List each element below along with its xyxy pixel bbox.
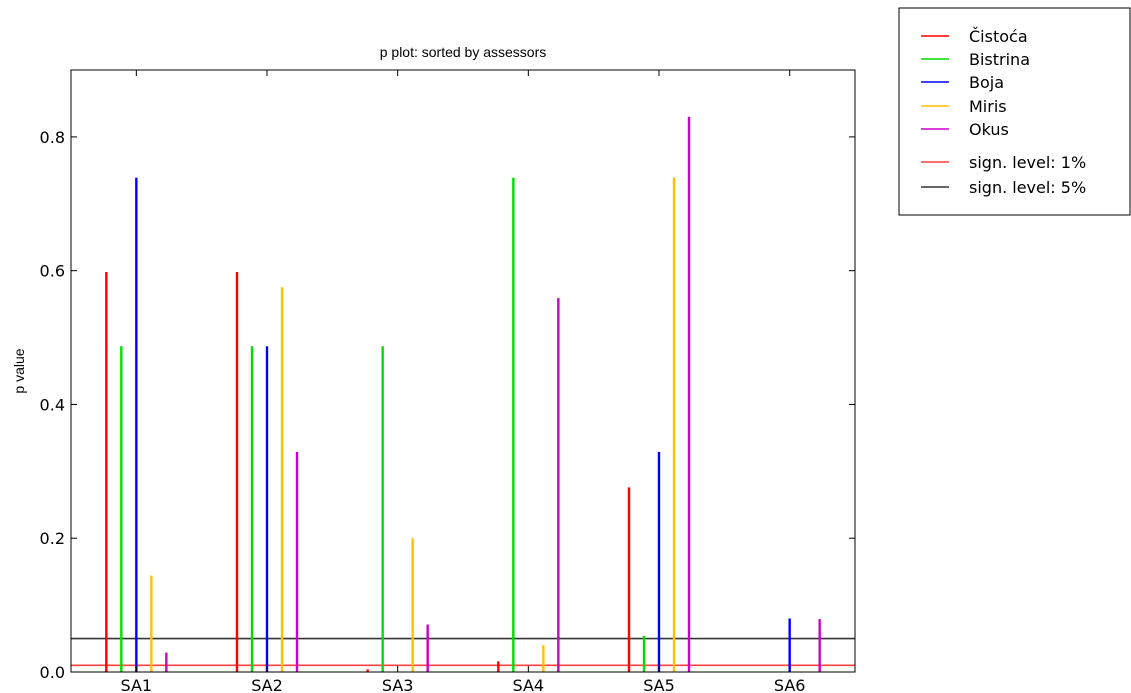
chart-title: p plot: sorted by assessors bbox=[380, 44, 547, 60]
y-axis-label: p value bbox=[11, 348, 27, 393]
legend-box bbox=[898, 7, 1131, 216]
y-tick-label: 0.0 bbox=[40, 663, 65, 682]
legend-label-4: Miris bbox=[969, 97, 1007, 116]
bar-sa5-series-5 bbox=[687, 116, 691, 673]
bar-sa2-series-2 bbox=[250, 346, 254, 672]
x-axis-ticks: SA1 SA2 SA3 SA4 SA5 SA6 bbox=[121, 70, 806, 693]
bar-sa3-series-4 bbox=[411, 538, 414, 672]
bar-sa5-series-4 bbox=[672, 177, 676, 673]
x-tick-label: SA2 bbox=[251, 676, 283, 693]
bar-sa1-series-1 bbox=[105, 272, 108, 672]
bar-sa3-series-1 bbox=[366, 669, 369, 672]
x-tick-label: SA5 bbox=[643, 676, 675, 693]
bar-sa2-series-4 bbox=[280, 287, 284, 672]
y-tick-label: 0.6 bbox=[40, 262, 65, 281]
bar-sa6-series-5 bbox=[818, 619, 821, 672]
bar-sa1-series-4 bbox=[150, 575, 153, 672]
y-axis-ticks: 0.0 0.2 0.4 0.6 0.8 bbox=[40, 128, 855, 682]
legend-label-3: Boja bbox=[969, 73, 1004, 92]
bar-sa2-series-3 bbox=[265, 346, 269, 672]
bar-sa4-series-2 bbox=[512, 177, 515, 673]
bar-sa2-series-5 bbox=[295, 451, 299, 672]
x-tick-label: SA4 bbox=[513, 676, 545, 693]
bar-sa1-series-2 bbox=[120, 346, 123, 672]
bar-sa5-series-2 bbox=[642, 635, 646, 672]
legend-label-2: Bistrina bbox=[969, 50, 1030, 69]
bar-sa3-series-5 bbox=[426, 624, 429, 672]
bar-sa3-series-2 bbox=[381, 346, 384, 672]
bar-sa4-series-5 bbox=[557, 298, 560, 672]
y-tick-label: 0.4 bbox=[40, 395, 65, 414]
bar-sa4-series-4 bbox=[542, 645, 545, 672]
legend-label-1: Čistoća bbox=[969, 27, 1028, 46]
plot-frame bbox=[70, 69, 856, 673]
x-tick-label: SA1 bbox=[121, 676, 153, 693]
bar-sa4-series-1 bbox=[497, 661, 500, 672]
significance-lines bbox=[71, 637, 855, 667]
y-tick-label: 0.2 bbox=[40, 529, 65, 548]
legend-label-6: sign. level: 1% bbox=[969, 153, 1086, 172]
bar-sa2-series-1 bbox=[235, 272, 239, 672]
x-tick-label: SA6 bbox=[774, 676, 806, 693]
x-tick-label: SA3 bbox=[382, 676, 414, 693]
bar-sa1-series-3 bbox=[135, 177, 138, 673]
bar-sa5-series-3 bbox=[657, 451, 661, 672]
legend: Čistoća Bistrina Boja Miris Okus sign. level:… bbox=[898, 7, 1131, 216]
y-tick-label: 0.8 bbox=[40, 128, 65, 147]
bar-sa6-series-3 bbox=[788, 618, 791, 672]
legend-label-7: sign. level: 5% bbox=[969, 178, 1086, 197]
bar-sa1-series-5 bbox=[165, 652, 168, 672]
legend-label-5: Okus bbox=[969, 120, 1009, 139]
bar-sa5-series-1 bbox=[627, 487, 631, 672]
bars bbox=[105, 116, 821, 673]
